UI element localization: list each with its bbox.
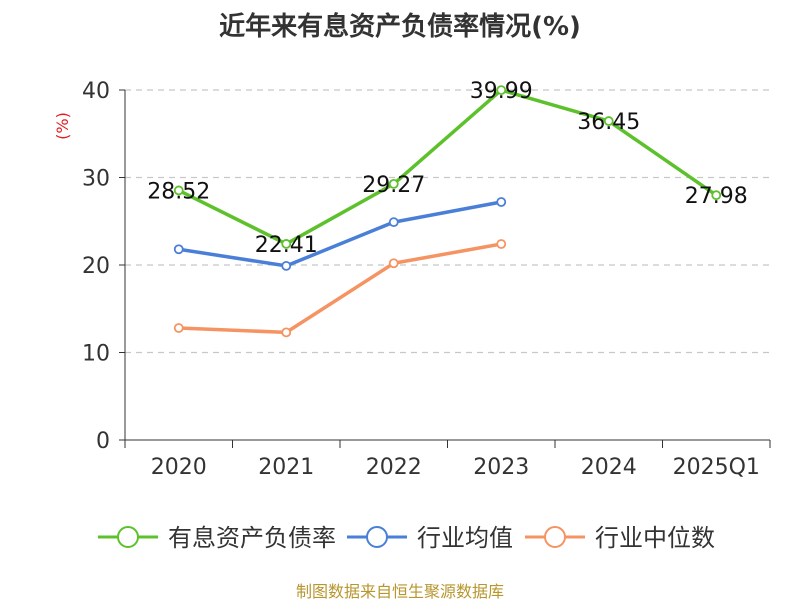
legend-label-1: 行业均值 [417, 524, 513, 552]
data-point-series0-2 [388, 178, 399, 189]
x-tick-label: 2025Q1 [673, 455, 760, 480]
data-label: 27.98 [685, 184, 748, 209]
x-tick-label: 2023 [473, 455, 529, 480]
source-note: 制图数据来自恒生聚源数据库 [295, 582, 504, 601]
data-label: 29.27 [362, 173, 425, 198]
legend-label-0: 有息资产负债率 [168, 524, 336, 552]
data-point-series2-1 [281, 327, 292, 338]
data-label: 39.99 [470, 79, 533, 104]
series-line-0 [177, 88, 718, 246]
y-tick-label: 10 [82, 342, 110, 367]
series-line-1 [178, 200, 502, 268]
data-point-series0-3 [496, 85, 507, 95]
series-line-2 [178, 242, 502, 335]
data-label: 28.52 [147, 179, 210, 204]
y-tick-label: 20 [82, 254, 110, 279]
data-point-series1-1 [281, 260, 292, 271]
data-label: 22.41 [255, 233, 318, 258]
data-point-series0-5 [711, 190, 722, 201]
data-point-series2-0 [173, 323, 184, 333]
x-tick-label: 2021 [258, 455, 314, 480]
y-axis-label: (%) [53, 112, 72, 140]
x-tick-label: 2020 [151, 455, 207, 480]
legend-marker-0 [117, 526, 139, 548]
data-point-series1-0 [173, 244, 184, 255]
chart-title: 近年来有息资产负债率情况(%) [219, 12, 581, 42]
y-tick-label: 0 [96, 429, 110, 454]
legend-label-2: 行业中位数 [595, 524, 715, 552]
data-point-series2-2 [388, 258, 399, 269]
y-tick-label: 30 [82, 167, 110, 192]
legend-marker-2 [544, 526, 566, 548]
data-point-series0-4 [603, 116, 614, 126]
data-point-series2-3 [496, 239, 507, 249]
x-tick-label: 2024 [581, 455, 637, 480]
data-point-series1-3 [496, 197, 507, 207]
data-point-series0-0 [173, 185, 184, 196]
legend-marker-1 [366, 526, 388, 548]
data-point-series0-1 [281, 239, 292, 249]
data-label: 36.45 [577, 110, 640, 135]
y-tick-label: 40 [82, 79, 110, 104]
x-tick-label: 2022 [366, 455, 422, 480]
data-point-series1-2 [388, 217, 399, 228]
